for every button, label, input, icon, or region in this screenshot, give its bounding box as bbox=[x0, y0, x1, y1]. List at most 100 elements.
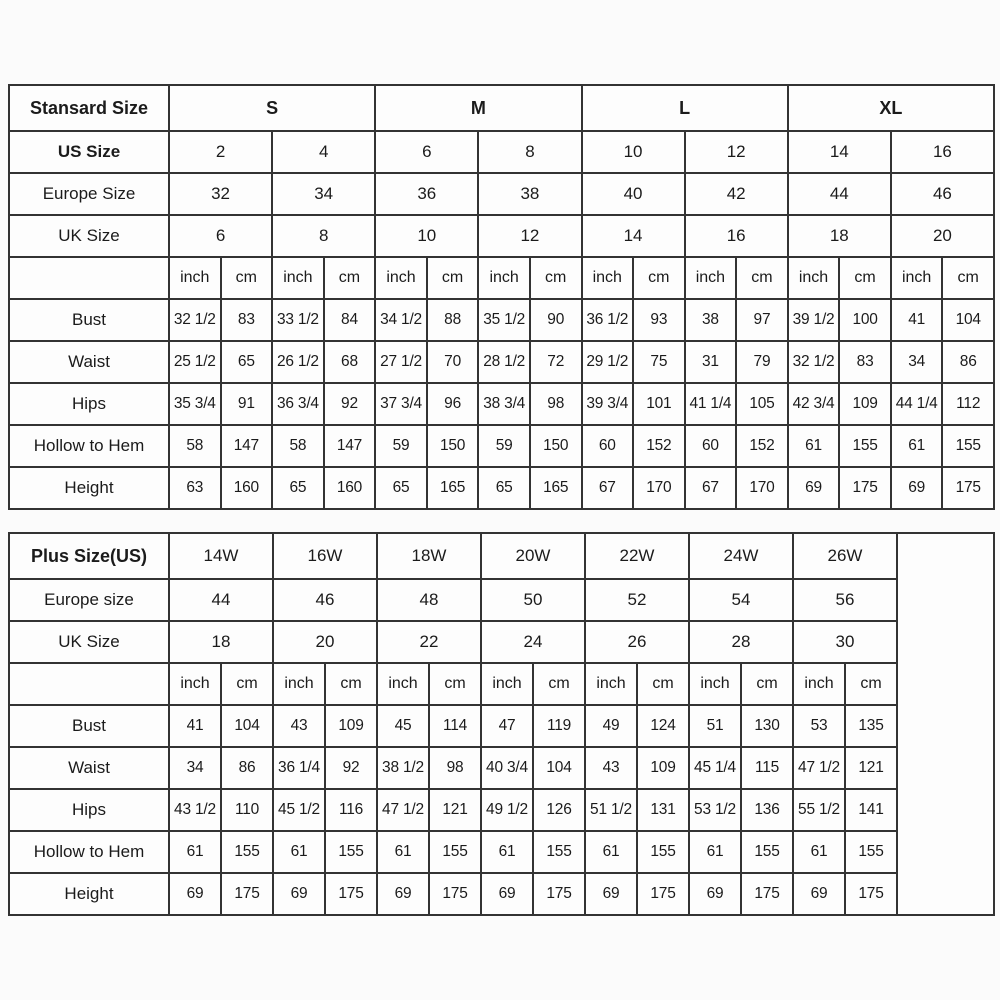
header-row: UK Size 6 8 10 12 14 16 18 20 bbox=[8, 214, 996, 258]
size-group-header: M bbox=[374, 84, 583, 132]
measure-value-cell: 32 1/2 bbox=[786, 340, 841, 384]
measure-value-cell: 61 bbox=[889, 424, 944, 468]
header-value-cell: 12 bbox=[683, 130, 789, 174]
measure-value-cell: 25 1/2 bbox=[168, 340, 222, 384]
unit-cell-inch: inch bbox=[272, 662, 326, 706]
unit-row-label bbox=[8, 662, 170, 706]
measure-value-cell: 53 1/2 bbox=[688, 788, 742, 832]
measure-value-cell: 60 bbox=[683, 424, 738, 468]
measure-value-cell: 39 1/2 bbox=[786, 298, 841, 342]
size-group-header: 14W bbox=[168, 532, 274, 580]
unit-cell-cm: cm bbox=[636, 662, 690, 706]
header-value-cell: 16 bbox=[683, 214, 789, 258]
measure-value-cell: 119 bbox=[532, 704, 586, 748]
size-group-header: 20W bbox=[480, 532, 586, 580]
measure-row-label: Bust bbox=[8, 298, 170, 342]
header-row-label: UK Size bbox=[8, 620, 170, 664]
measure-value-cell: 155 bbox=[636, 830, 690, 874]
unit-cell-cm: cm bbox=[740, 662, 794, 706]
unit-cell-cm: cm bbox=[735, 256, 789, 300]
measure-value-cell: 165 bbox=[425, 466, 480, 510]
unit-cell-inch: inch bbox=[786, 256, 841, 300]
header-value-cell: 4 bbox=[271, 130, 377, 174]
measure-value-cell: 124 bbox=[636, 704, 690, 748]
measure-row: Height 69 175 69 175 69 175 69 175 69 175 69 175 69 17… bbox=[8, 872, 994, 916]
measure-value-cell: 69 bbox=[688, 872, 742, 916]
unit-cell-inch: inch bbox=[683, 256, 738, 300]
unit-cell-inch: inch bbox=[792, 662, 846, 706]
header-value-cell: 10 bbox=[580, 130, 686, 174]
measure-value-cell: 155 bbox=[838, 424, 892, 468]
measure-row-label: Bust bbox=[8, 704, 170, 748]
measure-value-cell: 155 bbox=[844, 830, 898, 874]
measure-value-cell: 49 bbox=[584, 704, 638, 748]
unit-cell-inch: inch bbox=[480, 662, 534, 706]
unit-row-label bbox=[8, 256, 170, 300]
unit-cell-inch: inch bbox=[688, 662, 742, 706]
measure-value-cell: 67 bbox=[683, 466, 738, 510]
header-value-cell: 28 bbox=[688, 620, 794, 664]
measure-value-cell: 38 bbox=[683, 298, 738, 342]
measure-value-cell: 39 3/4 bbox=[580, 382, 635, 426]
header-value-cell: 8 bbox=[477, 130, 583, 174]
size-group-header: 24W bbox=[688, 532, 794, 580]
header-row: Europe size 44 46 48 50 52 54 56 bbox=[8, 578, 994, 622]
measure-value-cell: 86 bbox=[941, 340, 995, 384]
measure-value-cell: 26 1/2 bbox=[271, 340, 325, 384]
measure-value-cell: 110 bbox=[220, 788, 274, 832]
measure-value-cell: 175 bbox=[844, 872, 898, 916]
measure-value-cell: 53 bbox=[792, 704, 846, 748]
measure-value-cell: 115 bbox=[740, 746, 794, 790]
measure-value-cell: 69 bbox=[272, 872, 326, 916]
measure-value-cell: 75 bbox=[632, 340, 686, 384]
measure-value-cell: 104 bbox=[941, 298, 995, 342]
measure-value-cell: 88 bbox=[425, 298, 480, 342]
measure-value-cell: 170 bbox=[735, 466, 789, 510]
unit-cell-cm: cm bbox=[425, 256, 480, 300]
measure-value-cell: 131 bbox=[636, 788, 690, 832]
measure-value-cell: 91 bbox=[219, 382, 274, 426]
measure-value-cell: 72 bbox=[528, 340, 583, 384]
measure-value-cell: 175 bbox=[636, 872, 690, 916]
measure-value-cell: 70 bbox=[425, 340, 480, 384]
header-row-label: US Size bbox=[8, 130, 170, 174]
header-value-cell: 34 bbox=[271, 172, 377, 216]
header-value-cell: 50 bbox=[480, 578, 586, 622]
measure-value-cell: 61 bbox=[786, 424, 841, 468]
measure-value-cell: 61 bbox=[480, 830, 534, 874]
measure-value-cell: 136 bbox=[740, 788, 794, 832]
empty-cell bbox=[896, 532, 995, 916]
unit-row: inch cm inch cm inch cm inch cm inch cm inch cm inch… bbox=[8, 256, 995, 300]
header-value-cell: 24 bbox=[480, 620, 586, 664]
unit-cell-cm: cm bbox=[220, 662, 274, 706]
measure-value-cell: 175 bbox=[532, 872, 586, 916]
measure-value-cell: 84 bbox=[322, 298, 377, 342]
size-group-row: Plus Size(US) 14W 16W 18W 20W 22W 24W 26W bbox=[8, 532, 995, 916]
measure-value-cell: 135 bbox=[844, 704, 898, 748]
unit-cell-cm: cm bbox=[324, 662, 378, 706]
measure-value-cell: 49 1/2 bbox=[480, 788, 534, 832]
header-row-label: Europe Size bbox=[8, 172, 170, 216]
measure-value-cell: 126 bbox=[532, 788, 586, 832]
measure-row: Waist 34 86 36 1/4 92 38 1/2 98 40 3/4 104 43 109 4… bbox=[8, 746, 994, 790]
measure-value-cell: 150 bbox=[528, 424, 583, 468]
unit-cell-cm: cm bbox=[838, 256, 892, 300]
unit-cell-cm: cm bbox=[428, 662, 482, 706]
standard-size-chart-table: Stansard Size S M L XL US Size 2 4 6 8 10 12 14 16 Eur… bbox=[8, 84, 996, 510]
measure-value-cell: 47 bbox=[480, 704, 534, 748]
size-group-row: Stansard Size S M L XL bbox=[8, 84, 996, 132]
measure-value-cell: 109 bbox=[838, 382, 892, 426]
size-group-header: 16W bbox=[272, 532, 378, 580]
unit-cell-cm: cm bbox=[941, 256, 995, 300]
measure-value-cell: 29 1/2 bbox=[580, 340, 635, 384]
plus-size-chart-table: Plus Size(US) 14W 16W 18W 20W 22W 24W 26W Europe… bbox=[8, 532, 995, 916]
measure-value-cell: 92 bbox=[324, 746, 378, 790]
header-value-cell: 54 bbox=[688, 578, 794, 622]
header-row: UK Size 18 20 22 24 26 28 30 bbox=[8, 620, 994, 664]
measure-value-cell: 67 bbox=[580, 466, 635, 510]
measure-value-cell: 160 bbox=[322, 466, 377, 510]
measure-value-cell: 152 bbox=[632, 424, 686, 468]
measure-row-label: Height bbox=[8, 466, 170, 510]
header-value-cell: 38 bbox=[477, 172, 583, 216]
corner-label: Plus Size(US) bbox=[8, 532, 170, 580]
